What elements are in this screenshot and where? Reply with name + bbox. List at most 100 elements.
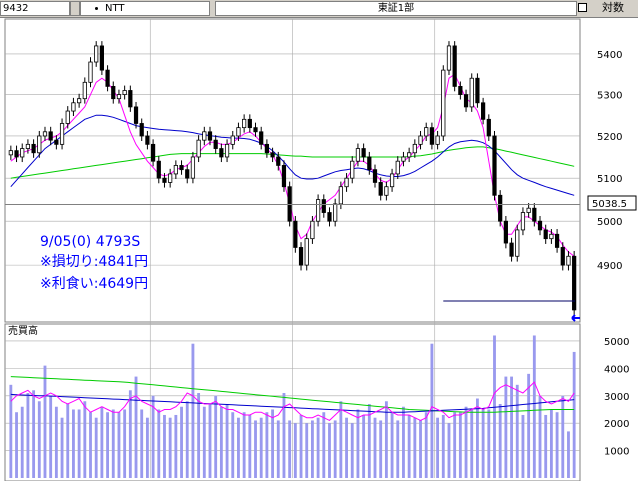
- candle-body: [139, 123, 144, 137]
- volume-bar: [54, 406, 58, 478]
- candle-body: [173, 165, 178, 175]
- log-scale-toggle[interactable]: 対数: [588, 1, 638, 16]
- volume-bar: [32, 390, 36, 478]
- volume-bar: [163, 414, 166, 478]
- volume-bar: [265, 412, 269, 478]
- candle-body: [492, 135, 497, 196]
- candle-body: [48, 131, 53, 141]
- candle-body: [82, 81, 87, 100]
- trade-levels: [5, 204, 580, 302]
- current-price-label: 5038.5: [592, 199, 627, 210]
- volume-bar: [49, 395, 53, 478]
- volume-ma-short: [10, 381, 575, 421]
- volume-bar: [174, 414, 178, 478]
- volume-bar: [202, 406, 206, 478]
- volume-bar: [43, 365, 47, 478]
- candle-body: [412, 143, 417, 154]
- volume-bar: [197, 393, 201, 478]
- volume-bar: [134, 376, 138, 478]
- volume-bar: [470, 409, 474, 478]
- candle-body: [219, 148, 224, 158]
- candle-body: [94, 45, 99, 63]
- candle-body: [88, 61, 93, 83]
- candle-body: [122, 90, 127, 95]
- candle-body: [111, 85, 116, 100]
- volume-bar: [305, 423, 309, 478]
- volume-bar: [128, 390, 132, 478]
- candle-body: [424, 127, 429, 137]
- candle-body: [293, 220, 298, 248]
- volume-bar: [407, 414, 411, 478]
- candle-body: [435, 135, 440, 145]
- candle-body: [145, 135, 150, 145]
- volume-bar: [402, 406, 405, 478]
- candle-body: [37, 135, 42, 154]
- candle-body: [156, 160, 161, 179]
- candle-body: [42, 131, 48, 137]
- candle-body: [503, 220, 508, 244]
- volume-bar: [145, 417, 149, 478]
- candle-body: [128, 90, 133, 108]
- candle-body: [389, 173, 395, 188]
- volume-bar: [185, 401, 189, 478]
- volume-bar: [350, 423, 354, 478]
- candle-body: [327, 212, 332, 222]
- volume-bar: [77, 409, 81, 478]
- candle-body: [276, 156, 281, 166]
- candle-body: [14, 150, 19, 158]
- volume-bar: [254, 420, 257, 478]
- checkbox-icon[interactable]: [578, 3, 587, 12]
- volume-bar: [549, 409, 553, 478]
- volume-bar: [367, 404, 371, 478]
- arrow-icon: [571, 314, 580, 322]
- volume-bar: [214, 395, 218, 478]
- volume-bar: [288, 420, 292, 478]
- volume-bar: [396, 420, 400, 478]
- volume-bar: [293, 423, 297, 478]
- volume-bar: [242, 412, 246, 478]
- volume-bar: [498, 404, 502, 478]
- candle-body: [344, 177, 349, 188]
- volume-bar: [191, 343, 195, 478]
- stock-code-field[interactable]: 9432: [0, 1, 70, 16]
- volume-bar: [413, 417, 417, 478]
- candle-body: [378, 182, 383, 196]
- volume-bar: [555, 412, 559, 478]
- candle-body: [372, 169, 378, 183]
- volume-bar: [225, 404, 229, 478]
- candle-body: [253, 127, 258, 133]
- bullet-icon: [95, 7, 98, 10]
- volume-tick-label: 4000: [604, 364, 629, 375]
- volume-tick-label: 3000: [604, 392, 629, 403]
- candle-body: [168, 173, 173, 183]
- volume-bar: [94, 417, 98, 478]
- candle-body: [526, 207, 531, 213]
- stock-name-field: NTT: [80, 1, 210, 16]
- candle-body: [498, 194, 503, 222]
- candle-body: [367, 156, 372, 171]
- price-tick-label: 5400: [597, 50, 622, 61]
- candle-body: [333, 203, 338, 222]
- volume-bar: [532, 335, 536, 478]
- volume-bar: [436, 417, 440, 478]
- volume-bar: [390, 412, 394, 478]
- code-dropdown-button[interactable]: [70, 1, 80, 16]
- volume-bar: [282, 393, 286, 478]
- volume-bar: [140, 409, 144, 478]
- volume-bar: [248, 414, 252, 478]
- candle-body: [207, 131, 213, 141]
- volume-tick-label: 5000: [604, 337, 629, 348]
- candle-body: [350, 160, 355, 179]
- annotation-line-1: 9/05(0) 4793S: [40, 234, 140, 250]
- volume-bar: [60, 417, 64, 478]
- candle-body: [230, 135, 235, 145]
- candle-body: [25, 143, 31, 149]
- price-tick-label: 5300: [597, 91, 622, 102]
- candle-body: [469, 77, 474, 108]
- volume-bar: [310, 420, 314, 478]
- candle-body: [247, 118, 252, 129]
- volume-bar: [89, 412, 92, 478]
- volume-label: 売買高: [8, 324, 38, 337]
- volume-bar: [299, 414, 303, 478]
- candle-body: [515, 229, 520, 257]
